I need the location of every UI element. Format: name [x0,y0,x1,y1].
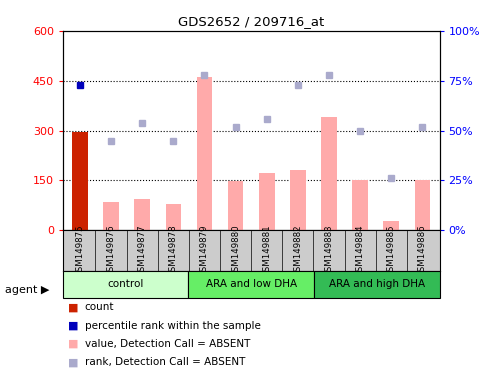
Text: GSM149885: GSM149885 [387,224,396,277]
Bar [290,170,306,230]
Text: GSM149876: GSM149876 [107,224,115,277]
Bar [384,221,399,230]
Text: ■: ■ [68,339,78,349]
Text: GSM149882: GSM149882 [293,224,302,277]
Text: ■: ■ [68,321,78,331]
Bar [63,271,188,298]
Bar [72,132,88,230]
Text: GSM149881: GSM149881 [262,224,271,277]
Bar [321,117,337,230]
Title: GDS2652 / 209716_at: GDS2652 / 209716_at [178,15,324,28]
Text: GSM149886: GSM149886 [418,224,427,277]
Bar [259,173,274,230]
Bar [103,202,119,230]
Bar [353,180,368,230]
Text: count: count [85,302,114,312]
Text: ARA and low DHA: ARA and low DHA [206,279,297,289]
Bar [414,180,430,230]
Text: GSM149883: GSM149883 [325,224,333,277]
Text: GSM149880: GSM149880 [231,224,240,277]
Text: GSM149879: GSM149879 [200,224,209,277]
Text: ARA and high DHA: ARA and high DHA [328,279,425,289]
Text: control: control [107,279,144,289]
Bar [197,77,212,230]
Text: ■: ■ [68,302,78,312]
Bar [188,271,314,298]
Bar [228,181,243,230]
Bar [314,271,440,298]
Text: value, Detection Call = ABSENT: value, Detection Call = ABSENT [85,339,250,349]
Text: percentile rank within the sample: percentile rank within the sample [85,321,260,331]
Text: agent ▶: agent ▶ [5,285,49,295]
Text: GSM149877: GSM149877 [138,224,147,277]
Text: GSM149875: GSM149875 [75,224,85,277]
Text: GSM149878: GSM149878 [169,224,178,277]
Text: GSM149884: GSM149884 [355,224,365,277]
Bar [134,199,150,230]
Text: rank, Detection Call = ABSENT: rank, Detection Call = ABSENT [85,358,245,367]
Text: ■: ■ [68,358,78,367]
Bar [166,204,181,230]
